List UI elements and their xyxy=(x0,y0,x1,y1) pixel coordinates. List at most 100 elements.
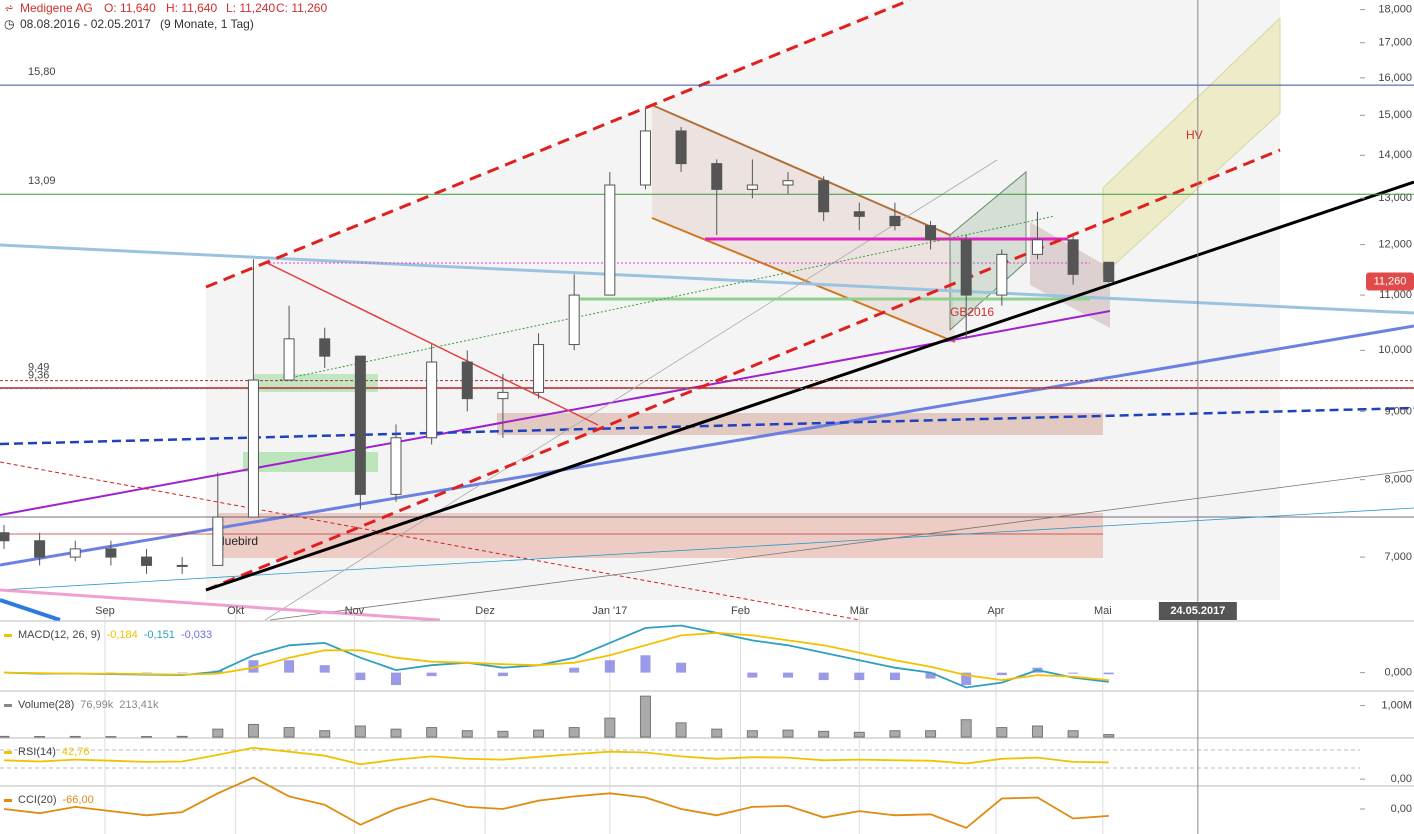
volume-bar xyxy=(996,727,1008,738)
instrument-name: Medigene AG xyxy=(20,1,93,15)
support-zone xyxy=(218,513,1103,558)
candle-body xyxy=(212,516,224,566)
trend-line xyxy=(205,0,911,289)
macd-histogram xyxy=(319,665,330,673)
green-zone xyxy=(243,452,378,472)
volume-bar xyxy=(711,728,723,738)
candle-body xyxy=(0,532,10,542)
candle-body xyxy=(604,184,616,296)
candle-body xyxy=(889,215,901,227)
x-tick-label: Apr xyxy=(987,605,1004,617)
macd-histogram xyxy=(925,672,936,679)
volume-bar xyxy=(461,730,473,738)
trend-line xyxy=(0,588,441,622)
volume-bar xyxy=(390,728,402,738)
volume-bar xyxy=(247,723,259,738)
y-tick-label: 17,000 xyxy=(1378,37,1412,49)
volume-bar xyxy=(675,722,687,738)
macd-histogram xyxy=(1103,672,1114,675)
volume-bar xyxy=(746,730,758,738)
candle-body xyxy=(354,355,366,495)
x-tick-label: Dez xyxy=(475,605,495,617)
macd-histogram xyxy=(248,660,259,673)
last-price-label: 11,260 xyxy=(1374,275,1407,287)
candle-body xyxy=(497,391,509,400)
drawings: HV GB2016 Bluebird xyxy=(0,0,1414,622)
volume-bar xyxy=(319,730,331,738)
volume-bar xyxy=(533,729,545,738)
macd-histogram xyxy=(818,672,829,681)
candle-body xyxy=(853,211,865,217)
candle-body xyxy=(711,163,723,190)
y-tick-label: 16,000 xyxy=(1378,72,1412,84)
volume-bar xyxy=(960,719,972,738)
candle-body xyxy=(960,239,972,296)
level-label: 15,80 xyxy=(28,66,56,78)
candle-body xyxy=(1031,239,1043,255)
level-label: 9,49 xyxy=(28,362,49,374)
date-label: 24.05.2017 xyxy=(1170,605,1225,617)
candle-body xyxy=(105,548,117,558)
candle-body xyxy=(1067,239,1079,275)
y-tick-label: 7,000 xyxy=(1384,551,1412,563)
macd-histogram xyxy=(854,672,865,681)
candle-body xyxy=(247,379,259,518)
y-tick-label: 10,000 xyxy=(1378,344,1412,356)
macd-histogram xyxy=(783,672,794,678)
candle-body xyxy=(141,556,153,566)
macd-histogram xyxy=(569,667,580,673)
candle-body xyxy=(568,294,580,346)
x-tick-label: Mai xyxy=(1094,605,1112,617)
pane-value: -0,184 xyxy=(107,629,138,641)
indicator-line xyxy=(3,631,1109,682)
x-tick-label: Okt xyxy=(227,605,244,617)
legend-swatch xyxy=(4,751,12,754)
x-tick-label: Nov xyxy=(345,605,365,617)
candle-body xyxy=(283,338,295,381)
pane-title: MACD(12, 26, 9) xyxy=(18,629,101,641)
legend-swatch xyxy=(4,634,12,637)
annotation: HV xyxy=(1186,128,1203,142)
macd-histogram xyxy=(889,672,900,681)
macd-histogram xyxy=(640,655,651,673)
level-label: 13,09 xyxy=(28,175,56,187)
volume-bar xyxy=(1031,725,1043,738)
macd-histogram xyxy=(390,672,401,686)
candle-body xyxy=(533,344,545,393)
macd-histogram xyxy=(604,660,615,673)
trend-line xyxy=(0,310,1111,516)
red-channel xyxy=(1030,222,1110,328)
y-tick-label: 8,000 xyxy=(1384,474,1412,486)
y-tick-label: 18,000 xyxy=(1378,3,1412,15)
candle-body xyxy=(390,437,402,495)
candle-body xyxy=(1103,261,1115,283)
candle-body xyxy=(818,180,830,213)
period-span: (9 Monate, 1 Tag) xyxy=(160,17,254,31)
candle-body xyxy=(461,361,473,400)
candle-body xyxy=(925,225,937,241)
macd-histogram xyxy=(426,672,437,677)
candle-body xyxy=(176,564,188,567)
y-tick-label: 9,000 xyxy=(1384,405,1412,417)
volume-bar xyxy=(1067,730,1079,738)
channel-line xyxy=(651,217,956,343)
annotation: Bluebird xyxy=(214,534,258,548)
trend-line xyxy=(0,461,861,621)
hv-channel xyxy=(1102,16,1281,277)
macd-histogram xyxy=(961,672,972,686)
trend-line xyxy=(205,180,1414,592)
volume-bar xyxy=(818,730,830,738)
ohlc: L: 11,240 xyxy=(226,1,275,15)
pane-value: -66,00 xyxy=(63,794,94,806)
candle-body xyxy=(675,130,687,165)
macd-histogram xyxy=(497,672,508,677)
trend-line xyxy=(264,261,599,426)
pane-title: CCI(20) xyxy=(18,794,57,806)
y-tick-label: 1,00M xyxy=(1381,699,1412,711)
volume-bar xyxy=(782,729,794,738)
trend-line xyxy=(0,598,61,622)
clock-icon: ◷ xyxy=(4,17,14,31)
y-tick-label: 12,000 xyxy=(1378,239,1412,251)
y-tick-label: 0,00 xyxy=(1391,773,1412,785)
volume-bar xyxy=(604,717,616,738)
